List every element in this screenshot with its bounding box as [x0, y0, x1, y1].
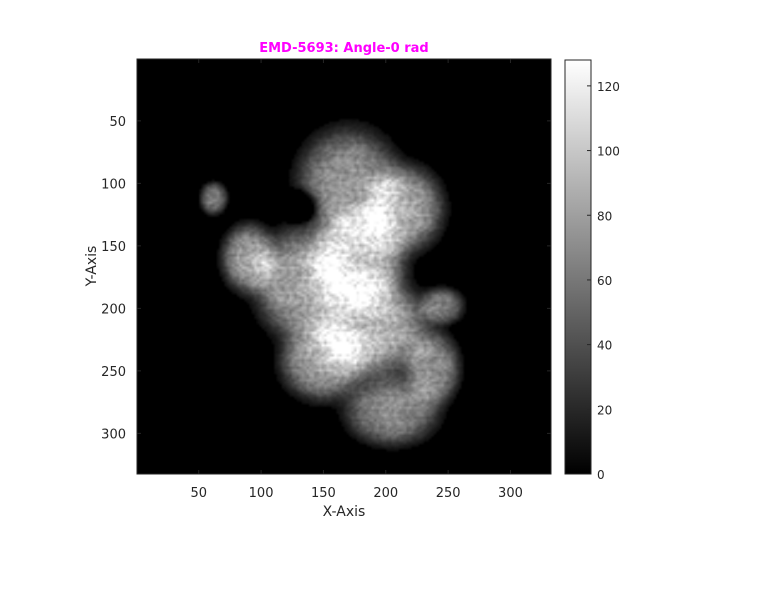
x-tick-label: 150 [311, 486, 336, 501]
x-tick-label: 250 [436, 486, 461, 501]
y-tick-label: 200 [101, 302, 126, 317]
colorbar-tick-label: 40 [597, 339, 612, 353]
colorbar-gradient [565, 60, 591, 474]
colorbar-tick-label: 20 [597, 403, 612, 417]
density-image [137, 59, 551, 474]
colorbar-tick-label: 120 [597, 80, 620, 94]
x-tick-label: 100 [249, 486, 274, 501]
density-map [137, 59, 551, 474]
chart-title: EMD-5693: Angle-0 rad [259, 41, 429, 56]
x-tick-label: 200 [373, 486, 398, 501]
y-tick-label: 250 [101, 365, 126, 380]
colorbar: 0 20 40 60 80 100 120 [564, 59, 620, 482]
y-tick-label: 50 [109, 115, 126, 130]
colorbar-tick-label: 100 [597, 145, 620, 159]
y-tick-label: 150 [101, 240, 126, 255]
colorbar-tick-label: 0 [597, 468, 605, 482]
y-axis-label: Y-Axis [84, 246, 100, 288]
y-tick-label: 100 [101, 177, 126, 192]
x-axis-ticks: 50 100 150 200 250 300 [190, 59, 523, 501]
colorbar-tick-label: 60 [597, 274, 612, 288]
colorbar-tick-label: 80 [597, 209, 612, 223]
x-tick-label: 50 [190, 486, 207, 501]
y-axis-ticks: 50 100 150 200 250 300 [101, 115, 551, 442]
plot-area: 50 100 150 200 250 300 50 100 150 200 250 300 [101, 58, 552, 501]
plot-frame [136, 58, 552, 475]
y-tick-label: 300 [101, 427, 126, 442]
colorbar-ticks: 0 20 40 60 80 100 120 [587, 80, 620, 482]
x-axis-label: X-Axis [323, 504, 366, 520]
x-tick-label: 300 [498, 486, 523, 501]
colorbar-frame [564, 59, 592, 475]
